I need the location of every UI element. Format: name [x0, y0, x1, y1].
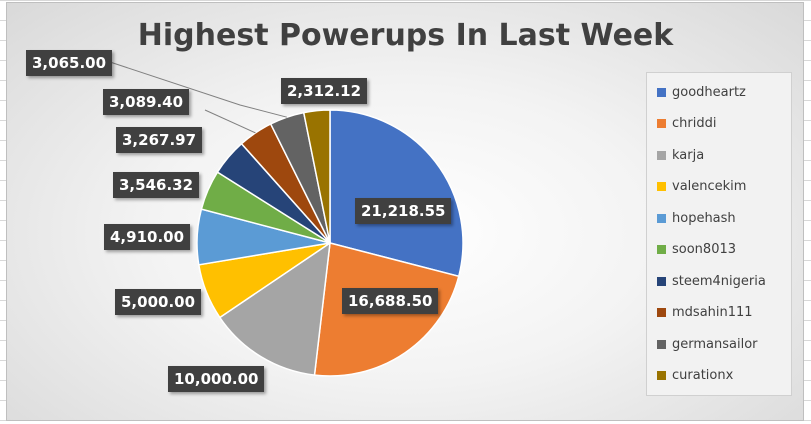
legend-swatch [657, 182, 666, 191]
legend-item-hopehash[interactable]: hopehash [657, 208, 736, 228]
data-label-valencekim: 5,000.00 [115, 289, 202, 315]
data-label-mdsahin111: 3,089.40 [103, 89, 190, 115]
legend-swatch [657, 276, 666, 286]
pie-slice-curationx[interactable] [302, 109, 331, 244]
legend-label: soon8013 [672, 242, 737, 257]
leader-line-mdsahin111 [204, 109, 256, 134]
data-label-goodheartz: 21,218.55 [355, 198, 452, 224]
legend-item-curationx[interactable]: curationx [657, 366, 733, 386]
legend-swatch [657, 308, 666, 317]
data-label-hopehash: 4,910.00 [104, 224, 191, 250]
leader-line-germansailor [109, 61, 287, 118]
data-label-soon8013: 3,546.32 [113, 172, 200, 198]
legend-label: goodheartz [672, 84, 746, 100]
legend-swatch [657, 245, 666, 254]
legend-label: hopehash [672, 210, 736, 226]
legend-item-steem4nigeria[interactable]: steem4nigeria [657, 271, 766, 291]
legend-label: chriddi [672, 116, 717, 131]
data-label-chriddi: 16,688.50 [342, 288, 439, 314]
legend-item-karja[interactable]: karja [657, 145, 704, 165]
data-label-germansailor: 3,065.00 [26, 50, 113, 76]
legend-swatch [657, 371, 666, 380]
legend-item-valencekim[interactable]: valencekim [657, 177, 746, 197]
legend-item-mdsahin111[interactable]: mdsahin111 [657, 303, 753, 323]
data-label-curationx: 2,312.12 [281, 78, 368, 104]
pie-slice-karja[interactable] [218, 241, 331, 376]
legend-label: valencekim [672, 179, 747, 194]
legend-item-goodheartz[interactable]: goodheartz [657, 82, 746, 102]
legend-item-germansailor[interactable]: germansailor [657, 334, 758, 354]
pie-slice-goodheartz[interactable] [329, 109, 464, 278]
legend-label: steem4nigeria [672, 273, 766, 289]
legend-swatch [657, 119, 666, 128]
legend-item-chriddi[interactable]: chriddi [657, 114, 716, 134]
legend-item-soon8013[interactable]: soon8013 [657, 240, 736, 260]
legend-swatch [657, 339, 666, 349]
legend-swatch [657, 213, 666, 223]
legend-swatch [657, 150, 666, 160]
legend-label: karja [672, 147, 705, 163]
data-label-karja: 10,000.00 [168, 366, 265, 392]
data-label-steem4nigeria: 3,267.97 [116, 127, 203, 153]
legend-label: germansailor [672, 336, 758, 352]
legend-swatch [657, 87, 666, 97]
legend-label: mdsahin111 [672, 305, 753, 320]
legend-label: curationx [672, 368, 734, 383]
chart-title: Highest Powerups In Last Week [137, 18, 674, 53]
chart-legend[interactable]: goodheartz chriddi karja valencekim hopehash… [646, 72, 792, 396]
